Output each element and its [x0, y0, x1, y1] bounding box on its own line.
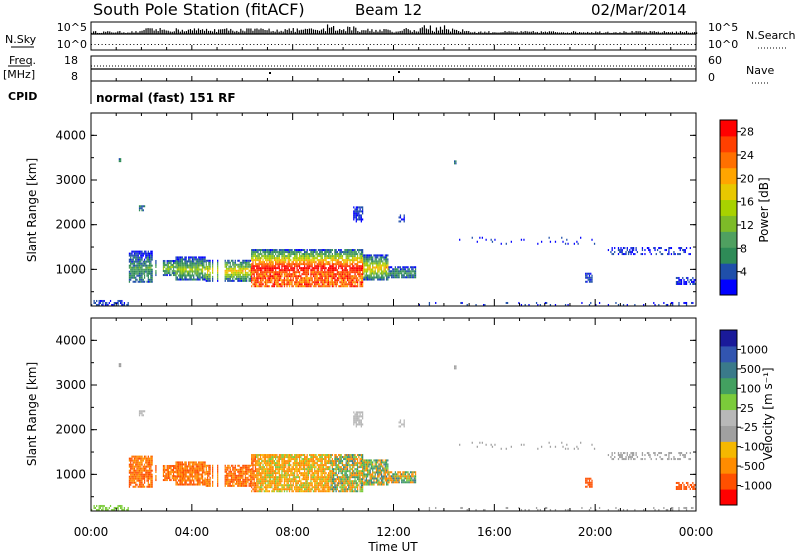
- colorbar-segment: [720, 441, 737, 458]
- nsearch-tick-bottom: 10^0: [708, 38, 738, 51]
- colorbar-tick-label: 1000: [740, 343, 768, 356]
- power-colorbar-label: Power [dB]: [757, 177, 771, 242]
- freq-tick-top: 18: [64, 54, 78, 67]
- colorbar-segment: [720, 135, 737, 153]
- x-tick-labels: 00:00 04:00 08:00 12:00 16:00 20:00 00:00: [74, 525, 714, 539]
- power-x-ticks: [90, 113, 697, 306]
- colorbar-segment: [720, 167, 737, 185]
- colorbar-tick-label: 500: [740, 363, 761, 376]
- colorbar-segment: [720, 361, 737, 379]
- colorbar-tick-label: 12: [740, 219, 754, 232]
- colorbar-segment: [720, 263, 737, 280]
- colorbar-tick-label: 25: [740, 402, 754, 415]
- nsky-panel: [90, 21, 698, 81]
- power-cells: [91, 158, 696, 306]
- velocity-panel: 1000 2000 3000 4000: [55, 317, 697, 512]
- freq-unit: [MHz]: [3, 68, 35, 81]
- nsearch-label: N.Search: [746, 29, 796, 42]
- colorbar-tick-label: 16: [740, 196, 754, 209]
- freq-label: Freq.: [9, 54, 36, 67]
- colorbar-tick-label: 4: [740, 266, 747, 279]
- nsky-tick-top: 10^5: [57, 21, 87, 34]
- nsky-tick-bottom: 10^0: [57, 38, 87, 51]
- y-tick-label: 2000: [55, 218, 86, 232]
- colorbar-segment: [720, 279, 737, 296]
- power-ylabel: Slant Range [km]: [25, 158, 39, 262]
- y-tick-label: 2000: [55, 423, 86, 437]
- x-tick-label: 08:00: [275, 525, 310, 539]
- colorbar-segment: [720, 393, 737, 411]
- colorbar-segment: [720, 120, 737, 137]
- colorbar-tick-label: 8: [740, 242, 747, 255]
- velocity-colorbar-label: Velocity [m s⁻¹]: [761, 367, 775, 460]
- x-tick-label: 00:00: [679, 525, 714, 539]
- x-tick-label: 20:00: [578, 525, 613, 539]
- colorbar-tick-label: 24: [740, 149, 754, 162]
- velocity-x-ticks: [90, 318, 697, 511]
- colorbar-segment: [720, 473, 737, 490]
- x-tick-label: 04:00: [175, 525, 210, 539]
- colorbar-segment: [720, 183, 737, 201]
- y-tick-label: 1000: [55, 467, 86, 481]
- nave-tick-bottom: 0: [708, 71, 715, 84]
- nsky-label: N.Sky: [5, 33, 37, 46]
- power-colorbar: 4 8 12 16 20 24 28: [719, 119, 754, 296]
- y-tick-label: 3000: [55, 173, 86, 187]
- y-tick-label: 4000: [55, 333, 86, 347]
- freq-tick-bottom: 8: [71, 70, 78, 83]
- velocity-colorbar: 1000 500 100 25 -25 -100 -500 -1000: [719, 329, 772, 506]
- nsearch-dots: [91, 44, 696, 45]
- colorbar-tick-label: -25: [740, 421, 758, 434]
- velocity-ylabel: Slant Range [km]: [25, 362, 39, 466]
- nave-tick-top: 60: [708, 54, 722, 67]
- colorbar-segment: [720, 489, 737, 506]
- colorbar-tick-label: 100: [740, 382, 761, 395]
- velocity-cells: [91, 363, 696, 511]
- colorbar-segment: [720, 425, 737, 442]
- colorbar-segment: [720, 151, 737, 169]
- x-tick-label: 12:00: [376, 525, 411, 539]
- cpid-label: CPID: [8, 90, 37, 103]
- beam-title: Beam 12: [355, 1, 422, 19]
- colorbar-segment: [720, 457, 737, 474]
- colorbar-tick-label: -500: [740, 460, 765, 473]
- colorbar-segment: [720, 409, 737, 426]
- colorbar-tick-label: 20: [740, 172, 754, 185]
- x-tick-label: 16:00: [477, 525, 512, 539]
- colorbar-segment: [720, 377, 737, 395]
- y-tick-label: 4000: [55, 128, 86, 142]
- colorbar-tick-label: -1000: [740, 480, 772, 493]
- colorbar-segment: [720, 199, 737, 216]
- colorbar-segment: [720, 215, 737, 232]
- power-panel: 1000 2000 3000 4000: [55, 112, 697, 307]
- freq-panel: [90, 55, 697, 82]
- nave-label: Nave: [746, 64, 774, 77]
- colorbar-segment: [720, 231, 737, 248]
- y-tick-label: 3000: [55, 378, 86, 392]
- colorbar-segment: [720, 345, 737, 363]
- x-axis-label: Time UT: [367, 540, 418, 554]
- y-tick-label: 1000: [55, 262, 86, 276]
- colorbar-tick-label: -100: [740, 441, 765, 454]
- nsky-bars: [90, 24, 698, 81]
- colorbar-segment: [720, 330, 737, 347]
- power-y-ticks: 1000 2000 3000 4000: [55, 128, 696, 293]
- colorbar-tick-label: 28: [740, 126, 754, 139]
- velocity-y-ticks: 1000 2000 3000 4000: [55, 333, 696, 498]
- x-tick-label: 00:00: [74, 525, 109, 539]
- colorbar-segment: [720, 247, 737, 264]
- date-title: 02/Mar/2014: [591, 1, 687, 19]
- station-title: South Pole Station (fitACF): [93, 0, 305, 19]
- nsearch-tick-top: 10^5: [708, 21, 738, 34]
- cpid-value: normal (fast) 151 RF: [96, 91, 236, 105]
